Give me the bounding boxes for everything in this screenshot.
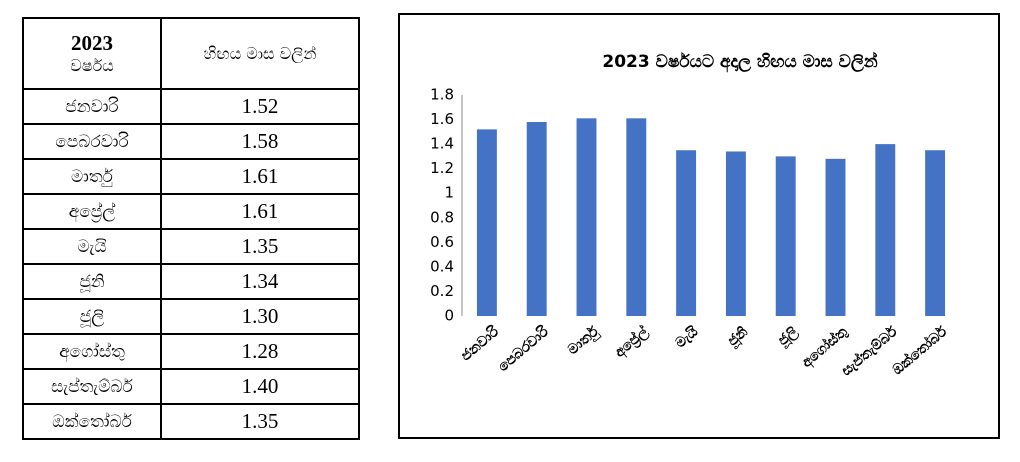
value-cell: 1.28 [160, 333, 360, 370]
header-year: 2023 [71, 31, 113, 55]
month-cell: ජනවාරි [22, 88, 162, 125]
x-tick-label: පෙබරවාරි [494, 323, 552, 375]
table-row: ජූලි 1.30 [22, 298, 360, 335]
table-row: මැයි 1.35 [22, 228, 360, 265]
data-table: 2023 වර්ෂය හිඟය මාස වලින් ජනවාරි 1.52 පෙබරව… [22, 17, 360, 440]
bar [626, 118, 647, 316]
chart-frame [398, 13, 1000, 439]
x-tick-label: ජූනි [724, 323, 752, 351]
value-cell: 1.34 [160, 263, 360, 300]
x-tick-label: අප්‍රේල් [611, 322, 653, 362]
bar [725, 151, 746, 316]
value-cell: 1.52 [160, 88, 360, 125]
table-row: සැප්තැම්බර් 1.40 [22, 368, 360, 405]
month-cell: අප්‍රේල් [22, 193, 162, 230]
month-cell: ජූනි [22, 263, 162, 300]
table-row: ජනවාරි 1.52 [22, 88, 360, 125]
bar [476, 129, 497, 316]
bar [775, 156, 796, 316]
bar [676, 150, 697, 316]
table-row: අප්‍රේල් 1.61 [22, 193, 360, 230]
y-tick-label: 0.2 [430, 282, 454, 300]
bar [526, 122, 547, 316]
bar [825, 158, 846, 316]
x-tick-label: ඔක්තෝබර් [889, 323, 951, 379]
y-tick-label: 1.6 [430, 110, 454, 128]
month-cell: මැයි [22, 228, 162, 265]
y-tick-label: 1.4 [430, 135, 454, 153]
value-cell: 1.35 [160, 228, 360, 265]
y-tick-label: 1.8 [430, 86, 454, 104]
x-tick-label: ජූලි [775, 324, 803, 351]
table-row: මාර්තු 1.61 [22, 158, 360, 195]
value-cell: 1.61 [160, 158, 360, 195]
value-cell: 1.35 [160, 403, 360, 440]
x-tick-label: මැයි [672, 323, 701, 351]
bar [925, 150, 946, 316]
value-cell: 1.61 [160, 193, 360, 230]
table-row: අගෝස්තු 1.28 [22, 333, 360, 370]
table-row: ඔක්තෝබර් 1.35 [22, 403, 360, 440]
y-tick-label: 0 [444, 307, 454, 325]
month-cell: අගෝස්තු [22, 333, 162, 370]
value-cell: 1.30 [160, 298, 360, 335]
y-tick-label: 0.4 [430, 257, 454, 275]
table-row: ජූනි 1.34 [22, 263, 360, 300]
month-cell: ජූලි [22, 298, 162, 335]
y-tick-label: 0.6 [430, 233, 454, 251]
value-cell: 1.58 [160, 123, 360, 160]
header-cell: හිඟය මාස වලින් [160, 17, 360, 90]
month-cell: මාර්තු [22, 158, 162, 195]
value-cell: 1.40 [160, 368, 360, 405]
x-tick-label: ජනවාරි [457, 323, 502, 365]
y-tick-label: 1 [444, 184, 454, 202]
month-cell: සැප්තැම්බර් [22, 368, 162, 405]
month-cell: ඔක්තෝබර් [22, 403, 162, 440]
bar [875, 144, 896, 316]
y-tick-label: 1.2 [430, 159, 454, 177]
table-row: පෙබරවාරි 1.58 [22, 123, 360, 160]
bar [576, 118, 597, 316]
header-cell: 2023 වර්ෂය [22, 17, 162, 90]
x-tick-label: මාර්තු [564, 323, 602, 359]
x-tick-label: සැප්තැම්බර් [838, 323, 901, 380]
y-tick-label: 0.8 [430, 208, 454, 226]
header-row: 2023 වර්ෂය හිඟය මාස වලින් [22, 17, 360, 90]
chart-title: 2023 වර්ෂයට අදාල හිඟය මාස වලින් [602, 51, 877, 73]
header-period: වර්ෂය [70, 56, 114, 75]
month-cell: පෙබරවාරි [22, 123, 162, 160]
